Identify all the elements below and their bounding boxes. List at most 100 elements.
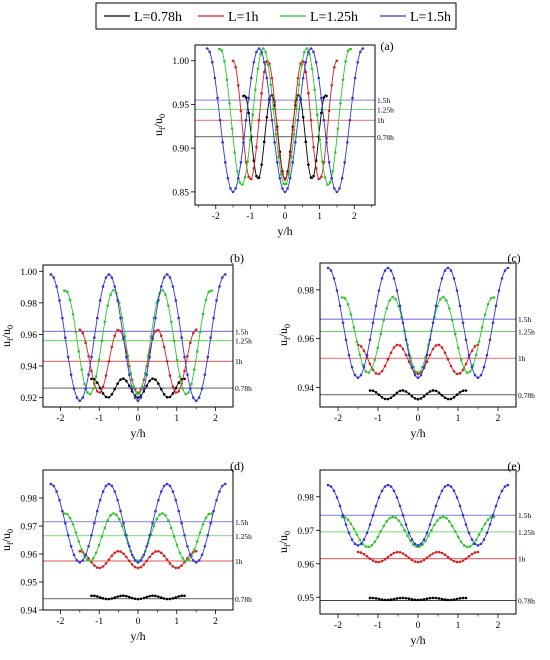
data-point xyxy=(373,540,377,544)
y-tick-label: 1.00 xyxy=(20,268,37,278)
data-point xyxy=(386,598,390,602)
y-tick-label: 0.97 xyxy=(20,523,37,533)
panel-tag: (b) xyxy=(230,251,244,265)
data-point xyxy=(261,47,265,50)
data-point xyxy=(189,341,192,345)
data-point xyxy=(449,364,453,368)
data-point xyxy=(273,100,276,104)
data-point xyxy=(78,561,82,564)
data-point xyxy=(274,132,278,136)
data-point xyxy=(279,173,283,176)
data-point xyxy=(119,378,122,381)
data-point xyxy=(355,533,359,536)
data-point xyxy=(492,296,496,299)
data-point xyxy=(97,358,101,362)
data-point xyxy=(327,109,331,113)
data-point xyxy=(127,595,131,599)
data-point xyxy=(459,358,463,362)
data-point xyxy=(91,387,95,390)
data-point xyxy=(452,277,456,280)
data-point xyxy=(349,47,353,51)
data-point xyxy=(395,289,399,292)
data-point xyxy=(407,556,411,560)
data-point xyxy=(428,523,432,526)
x-tick-label: 1 xyxy=(174,617,179,627)
data-point xyxy=(262,140,266,144)
data-point xyxy=(458,560,462,564)
data-point xyxy=(392,551,396,555)
data-point xyxy=(359,345,363,348)
data-point xyxy=(218,118,222,122)
data-point xyxy=(470,365,474,369)
data-point xyxy=(392,489,396,493)
data-point xyxy=(377,372,381,376)
data-point xyxy=(404,390,408,393)
data-point xyxy=(167,304,170,308)
data-point xyxy=(247,96,250,100)
data-point xyxy=(437,391,441,395)
data-point xyxy=(480,326,484,329)
data-point xyxy=(87,544,90,548)
data-point xyxy=(270,76,274,80)
data-point xyxy=(322,96,326,99)
reference-label-2: 1.25h xyxy=(235,532,252,541)
data-point xyxy=(382,524,386,528)
data-point xyxy=(100,535,104,538)
data-point xyxy=(142,553,146,557)
data-point xyxy=(142,596,146,600)
data-point xyxy=(479,373,483,377)
reference-label-2: 1.25h xyxy=(377,106,394,115)
data-point xyxy=(249,76,253,80)
data-point xyxy=(288,176,292,180)
data-point xyxy=(122,594,125,598)
data-point xyxy=(109,293,112,296)
data-point xyxy=(339,101,342,105)
data-point xyxy=(107,597,111,601)
data-point xyxy=(317,177,321,181)
data-point xyxy=(95,595,99,598)
data-point xyxy=(491,513,495,517)
data-point xyxy=(186,544,189,548)
y-axis-title: uf/u0 xyxy=(0,529,15,551)
data-point xyxy=(89,559,92,563)
data-point xyxy=(459,540,463,544)
x-axis-title: y/h xyxy=(130,426,145,440)
data-point xyxy=(458,391,462,394)
data-point xyxy=(193,548,196,551)
data-point xyxy=(452,598,456,601)
series-group xyxy=(49,482,227,601)
data-point xyxy=(55,490,58,493)
data-point xyxy=(110,484,114,488)
data-point xyxy=(388,299,391,302)
data-point xyxy=(368,523,372,526)
y-tick-label: 0.92 xyxy=(20,394,37,404)
data-point xyxy=(443,553,447,557)
data-point xyxy=(368,557,372,560)
data-point xyxy=(431,347,435,351)
data-point xyxy=(110,597,114,600)
data-point xyxy=(398,596,402,600)
y-tick-label: 0.96 xyxy=(297,335,314,345)
data-point xyxy=(78,328,82,331)
data-point xyxy=(385,520,389,523)
data-point xyxy=(458,304,462,308)
data-point xyxy=(398,304,402,308)
data-point xyxy=(304,70,308,74)
data-point xyxy=(269,83,273,86)
data-point xyxy=(329,485,333,488)
axes-frame xyxy=(42,264,234,408)
data-point xyxy=(278,153,282,157)
data-point xyxy=(380,369,384,373)
data-point xyxy=(212,316,215,320)
data-point xyxy=(184,559,187,563)
data-point xyxy=(119,316,122,320)
data-point xyxy=(145,559,149,563)
data-point xyxy=(410,597,414,601)
panel-tag: (a) xyxy=(380,39,393,53)
data-point xyxy=(476,376,480,380)
data-point xyxy=(216,96,219,100)
data-point xyxy=(431,321,435,325)
axes-frame xyxy=(42,469,234,611)
data-point xyxy=(136,561,140,564)
data-point xyxy=(215,299,218,302)
